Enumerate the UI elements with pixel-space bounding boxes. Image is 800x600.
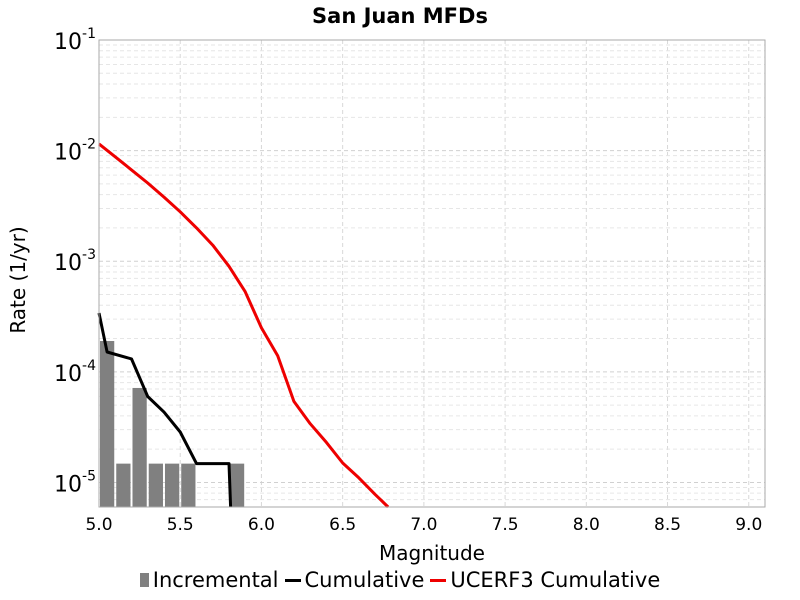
- incremental-bar: [181, 463, 196, 507]
- legend-swatch-cumulative: [284, 578, 301, 582]
- chart-canvas: San Juan MFDs 5.0 5.5 6.0 6.5 7.0 7.5 8.0 8.5 9.…: [6, 4, 766, 565]
- legend-swatch-ucerf3: [430, 578, 447, 582]
- y-tick-label: 10-5: [54, 468, 96, 497]
- x-tick-label: 8.0: [573, 515, 600, 535]
- incremental-bar: [116, 463, 131, 507]
- y-tick-label: 10-1: [54, 26, 96, 55]
- legend-label-cumulative: Cumulative: [304, 568, 425, 592]
- x-tick-label: 6.5: [329, 515, 356, 535]
- incremental-bar: [100, 341, 115, 507]
- x-tick-label: 5.5: [167, 515, 194, 535]
- legend-item-ucerf3: UCERF3 Cumulative: [430, 568, 660, 592]
- cumulative-line: [97, 312, 233, 508]
- legend-item-cumulative: Cumulative: [284, 568, 425, 592]
- legend-label-ucerf3: UCERF3 Cumulative: [450, 568, 661, 592]
- incremental-bar: [148, 463, 163, 507]
- legend-label-incremental: Incremental: [152, 568, 279, 592]
- plot-frame: [98, 39, 766, 508]
- incremental-bars: [100, 341, 245, 507]
- incremental-bar: [164, 463, 180, 507]
- legend: Incremental Cumulative UCERF3 Cumulative: [0, 568, 800, 592]
- incremental-bar: [132, 387, 147, 507]
- y-tick-label: 10-3: [54, 247, 96, 276]
- y-axis-label: Rate (1/yr): [6, 226, 30, 333]
- x-tick-label: 7.5: [492, 515, 519, 535]
- legend-item-incremental: Incremental: [139, 568, 279, 592]
- chart-title: San Juan MFDs: [312, 4, 488, 28]
- x-tick-label: 6.0: [248, 515, 275, 535]
- y-tick-labels: 10-1 10-2 10-3 10-4 10-5: [54, 26, 96, 497]
- y-tick-label: 10-4: [54, 358, 96, 387]
- x-tick-label: 7.0: [410, 515, 437, 535]
- series-lines: [97, 142, 390, 509]
- legend-swatch-incremental: [139, 573, 149, 587]
- x-tick-label: 5.0: [85, 515, 112, 535]
- x-tick-label: 9.0: [735, 515, 762, 535]
- x-axis-label: Magnitude: [379, 541, 485, 565]
- ucerf3-cumulative-line: [98, 142, 390, 509]
- x-tick-label: 8.5: [654, 515, 681, 535]
- y-tick-label: 10-2: [54, 137, 96, 166]
- grid: [98, 39, 765, 508]
- incremental-bar: [229, 463, 245, 507]
- x-tick-labels: 5.0 5.5 6.0 6.5 7.0 7.5 8.0 8.5 9.0: [85, 515, 762, 535]
